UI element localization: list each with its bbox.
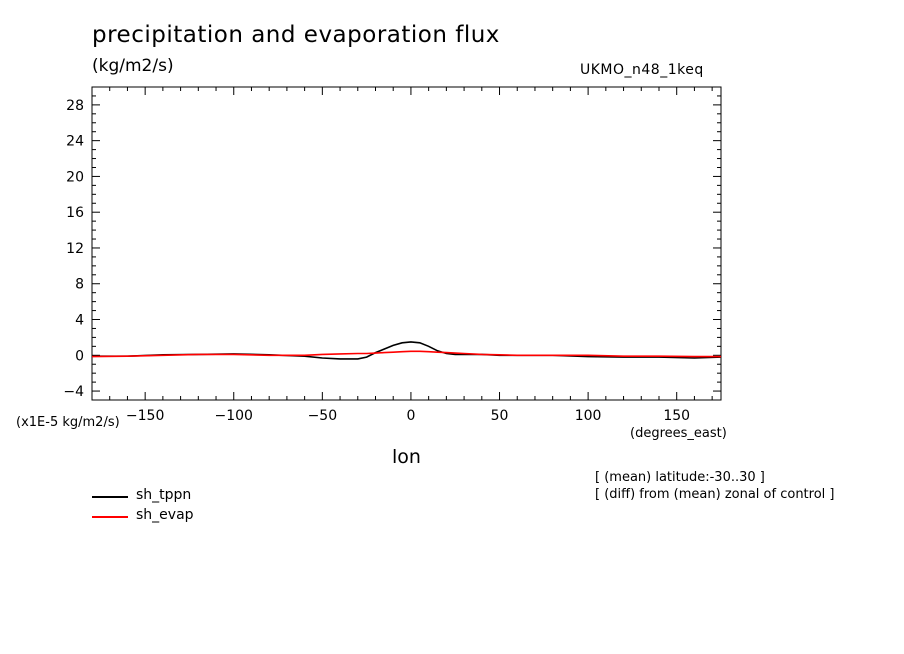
model-name: UKMO_n48_1keq: [580, 62, 704, 78]
legend-swatch-sh-evap: [92, 516, 128, 518]
x-tick-label: 100: [575, 408, 602, 424]
x-tick-label: 50: [491, 408, 509, 424]
chart-units: (kg/m2/s): [92, 56, 174, 76]
y-tick-label: 8: [75, 277, 84, 293]
y-tick-label: 20: [66, 169, 84, 185]
series-line-sh-evap: [91, 350, 721, 358]
y-tick-label: 12: [66, 241, 84, 257]
x-axis-units: (degrees_east): [630, 426, 727, 441]
x-tick-label: −150: [126, 408, 164, 424]
plot-frame: [91, 86, 722, 401]
y-tick-label: 4: [75, 313, 84, 329]
annotation-latitude: [ (mean) latitude:-30..30 ]: [595, 470, 765, 485]
x-tick-label: −100: [215, 408, 253, 424]
legend-label-sh-evap: sh_evap: [136, 507, 194, 523]
legend-label-sh-tppn: sh_tppn: [136, 487, 192, 503]
y-tick-label: 28: [66, 98, 84, 114]
legend-swatch-sh-tppn: [92, 496, 128, 498]
x-tick-label: −50: [308, 408, 338, 424]
x-tick-label: 150: [663, 408, 690, 424]
y-scale-note: (x1E-5 kg/m2/s): [16, 415, 120, 430]
annotation-diff: [ (diff) from (mean) zonal of control ]: [595, 487, 835, 502]
x-axis-label: lon: [392, 446, 421, 468]
y-tick-label: −4: [63, 384, 84, 400]
y-tick-label: 16: [66, 205, 84, 221]
y-tick-label: 24: [66, 134, 84, 150]
chart-title: precipitation and evaporation flux: [92, 22, 500, 48]
y-tick-label: 0: [75, 348, 84, 364]
x-tick-label: 0: [406, 408, 415, 424]
